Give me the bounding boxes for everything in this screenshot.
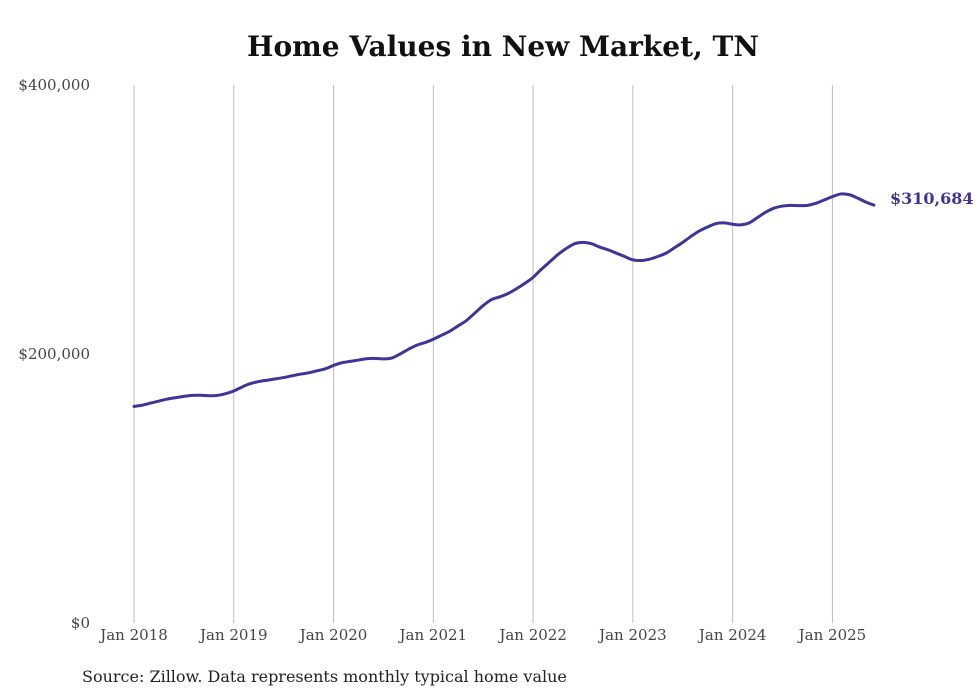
x-tick-label: Jan 2025 [797, 626, 867, 644]
y-axis-ticks: $0 $200,000 $400,000 [18, 76, 90, 632]
x-tick-label: Jan 2021 [398, 626, 468, 644]
x-tick-label: Jan 2024 [697, 626, 767, 644]
y-tick-label: $400,000 [18, 76, 90, 94]
y-tick-label: $200,000 [18, 345, 90, 363]
end-value-label: $310,684 [890, 189, 974, 208]
chart-title: Home Values in New Market, TN [247, 30, 759, 63]
x-tick-label: Jan 2018 [98, 626, 168, 644]
y-tick-label: $0 [71, 614, 90, 632]
chart-source-note: Source: Zillow. Data represents monthly … [82, 667, 567, 686]
x-axis-ticks: Jan 2018 Jan 2019 Jan 2020 Jan 2021 Jan 2022… [98, 626, 866, 644]
x-tick-label: Jan 2022 [497, 626, 567, 644]
grid-lines [133, 85, 833, 623]
x-tick-label: Jan 2020 [298, 626, 368, 644]
x-tick-label: Jan 2019 [198, 626, 268, 644]
x-tick-label: Jan 2023 [597, 626, 667, 644]
home-value-line [132, 192, 876, 408]
